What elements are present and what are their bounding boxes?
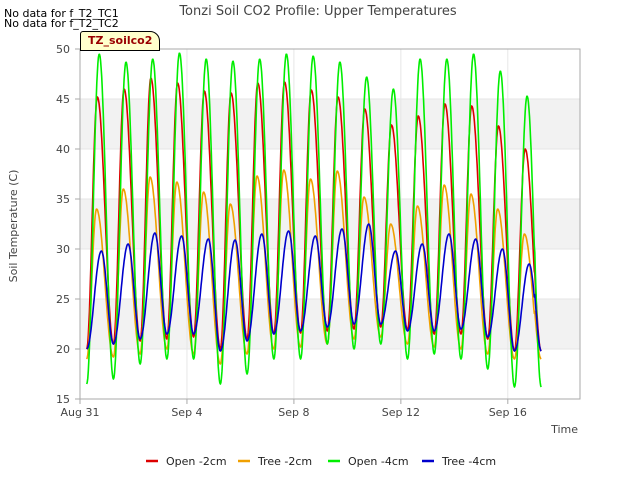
y-tick-label: 25 — [56, 293, 70, 306]
legend-label: Open -4cm — [348, 455, 409, 468]
legend-item: Tree -4cm — [422, 455, 496, 468]
x-tick-label: Sep 4 — [171, 406, 202, 419]
legend-item: Open -4cm — [328, 455, 409, 468]
site-tag: TZ_soilco2 — [80, 31, 161, 51]
y-tick-label: 20 — [56, 343, 70, 356]
y-tick-label: 45 — [56, 93, 70, 106]
x-tick-label: Sep 12 — [382, 406, 420, 419]
plot-band — [80, 199, 580, 249]
legend-item: Open -2cm — [146, 455, 227, 468]
x-tick-label: Sep 8 — [278, 406, 309, 419]
x-tick-label: Sep 16 — [489, 406, 527, 419]
y-tick-label: 15 — [56, 393, 70, 406]
y-tick-label: 30 — [56, 243, 70, 256]
y-axis-label: Soil Temperature (C) — [7, 170, 20, 283]
legend-item: Tree -2cm — [238, 455, 312, 468]
legend-label: Tree -2cm — [257, 455, 312, 468]
axes: 15 20 25 30 35 40 45 50 Aug 31 Sep 4 Sep 8 Sep 12 Se… — [56, 43, 581, 419]
plot-frame — [79, 48, 581, 400]
legend: Open -2cm Tree -2cm Open -4cm Tree -4cm — [146, 455, 496, 468]
no-data-note-1: No data for f_T2_TC1 — [4, 7, 119, 20]
chart-title: Tonzi Soil CO2 Profile: Upper Temperatur… — [178, 4, 457, 19]
series-lines — [85, 52, 542, 388]
no-data-note-2: No data for f_T2_TC2 — [4, 17, 119, 30]
y-tick-label: 50 — [56, 43, 70, 56]
x-tick-label: Aug 31 — [61, 406, 100, 419]
x-axis-label: Time — [550, 423, 578, 436]
legend-label: Open -2cm — [166, 455, 227, 468]
legend-label: Tree -4cm — [441, 455, 496, 468]
y-tick-label: 35 — [56, 193, 70, 206]
series-line-tree-4cm — [86, 223, 542, 352]
series-line-open-4cm — [85, 52, 542, 388]
y-tick-label: 40 — [56, 143, 70, 156]
